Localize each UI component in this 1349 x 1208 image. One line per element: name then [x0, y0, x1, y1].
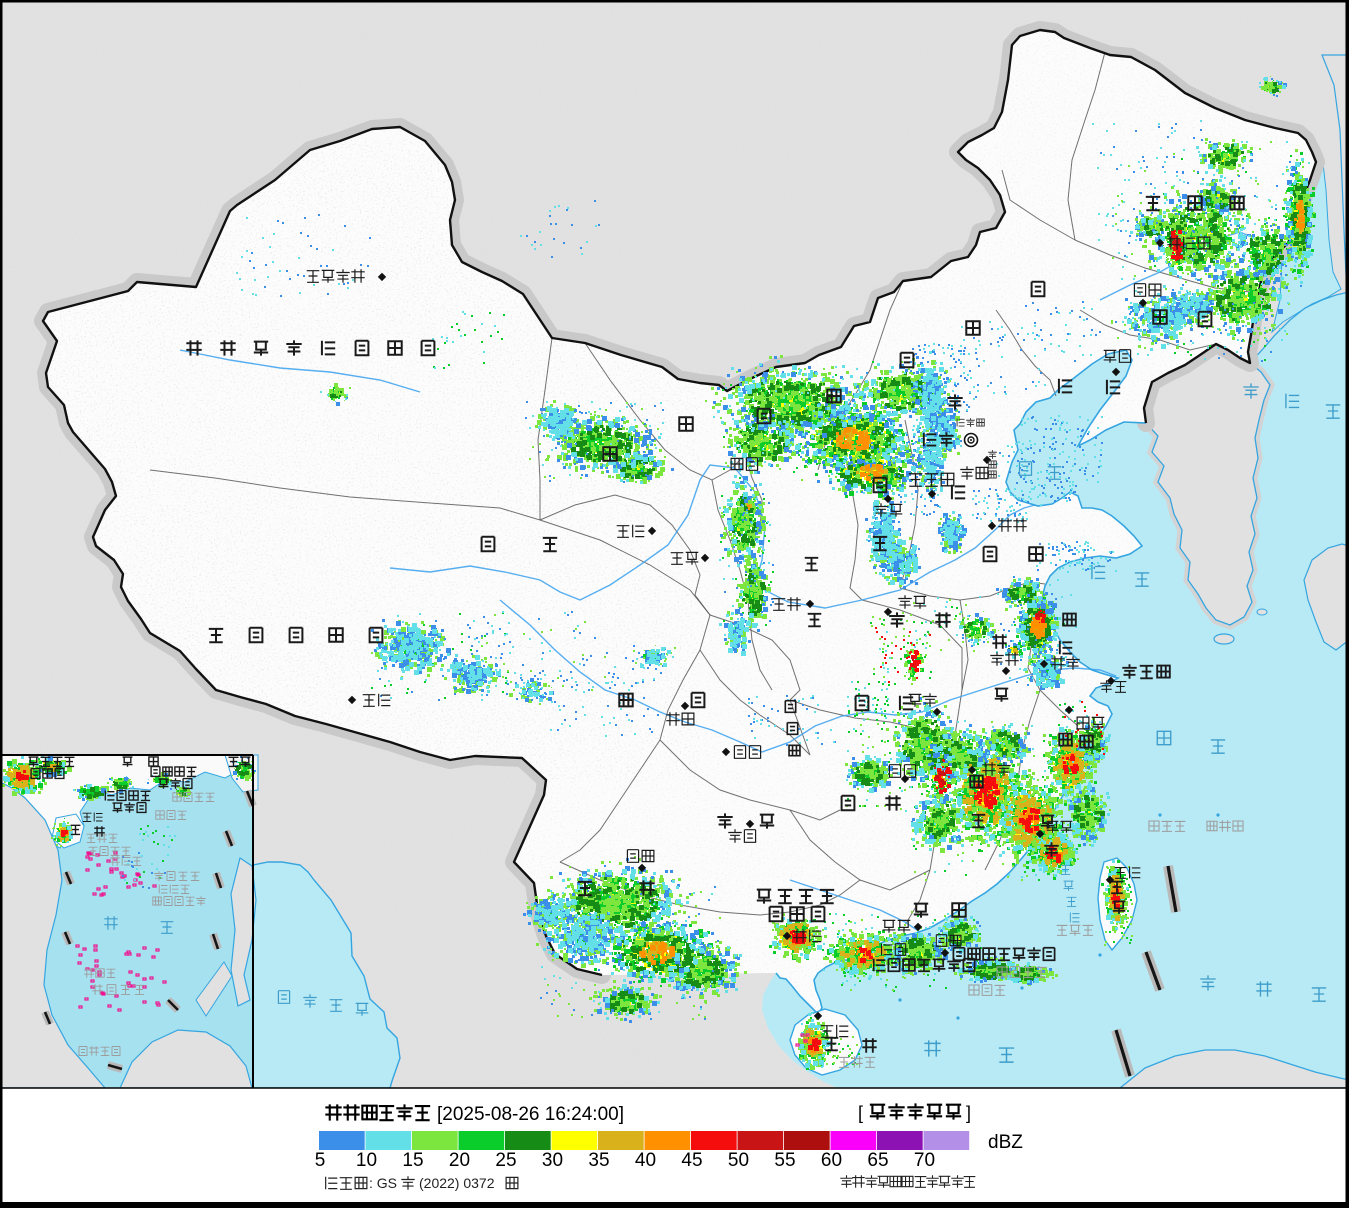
svg-text:35: 35: [588, 1150, 609, 1171]
svg-text:15: 15: [402, 1150, 423, 1171]
svg-text:65: 65: [867, 1150, 888, 1171]
svg-text:50: 50: [728, 1150, 749, 1171]
svg-text:5: 5: [315, 1150, 326, 1171]
svg-text:20: 20: [449, 1150, 470, 1171]
svg-text:]: ]: [966, 1103, 971, 1123]
svg-text:40: 40: [635, 1150, 656, 1171]
svg-text:(2022) 0372: (2022) 0372: [419, 1175, 495, 1191]
svg-text:60: 60: [821, 1150, 842, 1171]
svg-text:70: 70: [914, 1150, 935, 1171]
svg-text:30: 30: [542, 1150, 563, 1171]
svg-text:dBZ: dBZ: [988, 1132, 1023, 1153]
svg-text:10: 10: [356, 1150, 377, 1171]
svg-text:25: 25: [495, 1150, 516, 1171]
svg-text:[: [: [858, 1103, 863, 1123]
svg-text:45: 45: [681, 1150, 702, 1171]
svg-text:[2025-08-26 16:24:00]: [2025-08-26 16:24:00]: [437, 1104, 624, 1125]
svg-text:55: 55: [774, 1150, 795, 1171]
svg-text:: GS: : GS: [369, 1175, 397, 1191]
